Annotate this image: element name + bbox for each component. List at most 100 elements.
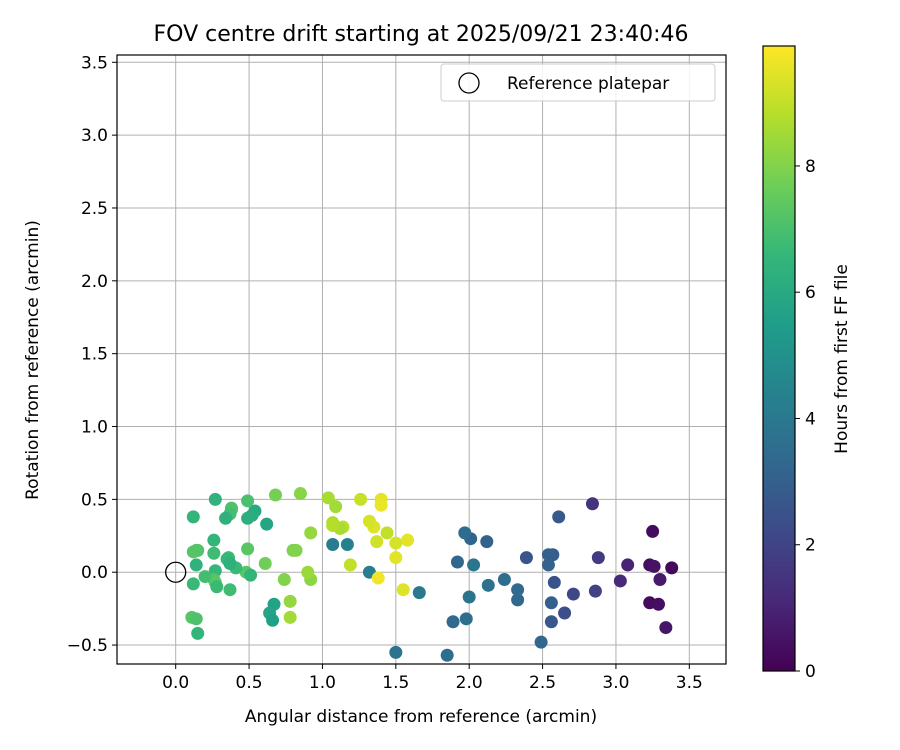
- legend-box: [440, 63, 716, 102]
- data-point: [198, 570, 212, 584]
- data-point: [340, 538, 354, 552]
- y-tick-label: 1.0: [81, 418, 108, 438]
- data-point: [462, 590, 476, 604]
- data-point: [374, 498, 388, 512]
- x-tick-label: 2.0: [456, 673, 483, 693]
- data-point: [370, 535, 384, 549]
- data-point: [389, 536, 403, 550]
- data-point: [497, 572, 511, 586]
- data-point: [547, 575, 561, 589]
- data-point: [450, 555, 464, 569]
- x-tick-label: 3.5: [676, 673, 703, 693]
- y-tick-label: 3.0: [81, 126, 108, 146]
- colorbar-tick-label: 0: [805, 662, 816, 682]
- data-point: [266, 613, 280, 627]
- data-point: [223, 556, 237, 570]
- reference-marker-layer: [165, 561, 187, 583]
- data-point: [541, 548, 555, 562]
- data-point: [621, 558, 635, 572]
- colorbar-label: Hours from first FF file: [832, 264, 852, 454]
- data-point: [329, 500, 343, 514]
- data-point: [354, 492, 368, 506]
- data-point: [268, 488, 282, 502]
- data-point: [467, 558, 481, 572]
- data-point: [241, 511, 255, 525]
- data-point: [591, 551, 605, 565]
- data-point: [446, 615, 460, 629]
- data-point: [293, 487, 307, 501]
- y-axis-label: Rotation from reference (arcmin): [23, 220, 43, 500]
- data-point: [389, 645, 403, 659]
- data-point: [459, 612, 473, 626]
- data-point: [241, 542, 255, 556]
- data-point: [380, 526, 394, 540]
- data-point: [326, 538, 340, 552]
- data-point: [558, 606, 572, 620]
- data-points: [185, 487, 679, 662]
- data-point: [191, 626, 205, 640]
- data-point: [653, 572, 667, 586]
- data-point: [186, 577, 200, 591]
- data-point: [544, 596, 558, 610]
- data-point: [541, 558, 555, 572]
- colorbar-tick-label: 8: [805, 157, 816, 177]
- data-point: [440, 648, 454, 662]
- data-point: [219, 511, 233, 525]
- data-point: [401, 533, 415, 547]
- data-point: [371, 571, 385, 585]
- data-point: [244, 568, 258, 582]
- data-point: [207, 546, 221, 560]
- grid: [117, 55, 726, 664]
- data-point: [412, 586, 426, 600]
- y-tick-label: 1.5: [81, 345, 108, 365]
- data-point: [511, 593, 525, 607]
- y-tick-label: 2.5: [81, 199, 108, 219]
- x-axis-label: Angular distance from reference (arcmin): [245, 707, 597, 727]
- y-tick-label: 2.0: [81, 272, 108, 292]
- x-tick-label: 3.0: [602, 673, 629, 693]
- data-point: [552, 510, 566, 524]
- data-point: [283, 594, 297, 608]
- data-point: [326, 519, 340, 533]
- data-point: [189, 612, 203, 626]
- chart-title: FOV centre drift starting at 2025/09/21 …: [154, 22, 689, 47]
- data-point: [207, 533, 221, 547]
- axis-ticks: 0.0 0.5 1.0 1.5 2.0 2.5 3.0 3.5 −0.5 0.0 0.5 1.0 1.5…: [67, 53, 703, 693]
- data-point: [389, 551, 403, 565]
- data-point: [210, 580, 224, 594]
- data-point: [566, 587, 580, 601]
- x-tick-label: 2.5: [529, 673, 556, 693]
- data-point: [189, 558, 203, 572]
- colorbar-tick-label: 6: [805, 283, 816, 303]
- legend: Reference platepar: [440, 63, 716, 102]
- data-point: [321, 491, 335, 505]
- data-point: [208, 492, 222, 506]
- data-point: [585, 497, 599, 511]
- data-point: [362, 514, 376, 528]
- x-tick-label: 0.5: [236, 673, 263, 693]
- y-tick-label: 3.5: [81, 53, 108, 73]
- x-tick-label: 1.5: [382, 673, 409, 693]
- colorbar-ticks: 0 2 4 6 8: [795, 157, 816, 682]
- colorbar: [762, 45, 796, 672]
- colorbar-tick-label: 2: [805, 536, 816, 556]
- data-point: [289, 543, 303, 557]
- y-tick-label: −0.5: [67, 636, 108, 656]
- data-point: [260, 517, 274, 531]
- data-point: [613, 574, 627, 588]
- data-point: [186, 510, 200, 524]
- x-tick-label: 0.0: [162, 673, 189, 693]
- colorbar-tick-label: 4: [805, 409, 816, 429]
- data-point: [186, 545, 200, 559]
- data-point: [647, 559, 661, 573]
- data-point: [588, 584, 602, 598]
- legend-marker-reference: [458, 72, 480, 94]
- reference-point-marker: [165, 561, 187, 583]
- data-point: [241, 494, 255, 508]
- data-point: [277, 572, 291, 586]
- data-point: [283, 610, 297, 624]
- data-point: [343, 558, 357, 572]
- x-tick-label: 1.0: [309, 673, 336, 693]
- data-point: [659, 621, 673, 635]
